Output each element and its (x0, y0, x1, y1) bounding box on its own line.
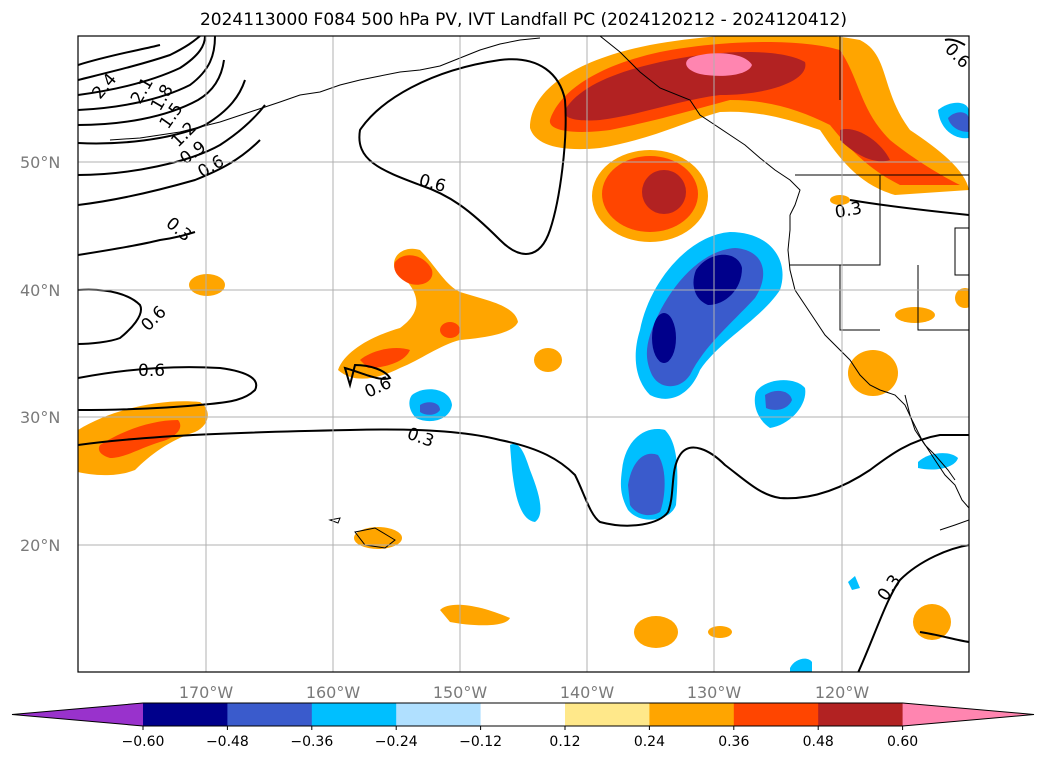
colorbar-segment (311, 703, 397, 726)
shade-neg-c-core (765, 390, 792, 410)
lon-label-130w: 130°W (687, 683, 742, 702)
shade-neg-b-core (420, 402, 440, 415)
shade-neg-sw (918, 453, 958, 470)
shade-pos-h (895, 307, 935, 323)
colorbar-segment (565, 703, 650, 726)
colorbar-segment (733, 703, 819, 726)
shade-north-peak (686, 53, 752, 76)
shade-pos-tail-mid2 (360, 348, 410, 368)
shade-neg-south-core (628, 453, 665, 516)
shade-pos-i (913, 604, 951, 640)
pv-contours (78, 36, 969, 672)
colorbar-tick-label: 0.60 (887, 734, 918, 750)
border-states-2 (839, 265, 880, 331)
colorbar-tick-label: 0.24 (634, 734, 665, 750)
contour-nw-2 (78, 36, 201, 81)
lon-label-140w: 140°W (560, 683, 615, 702)
contour-03-ne (849, 199, 969, 216)
contour-nw-7 (78, 104, 266, 176)
shade-pos-j (955, 288, 969, 308)
contour-label: 0.3 (833, 199, 863, 223)
colorbar: −0.60 −0.48 −0.36 −0.24 −0.12 0.12 0.24 0.36 0.4… (11, 702, 1035, 750)
colorbar-tick-label: −0.60 (122, 734, 165, 750)
coast-hawaii-2 (328, 517, 341, 524)
shade-pos-f (708, 626, 732, 638)
colorbar-segment (649, 703, 735, 726)
shade-pos-tail (338, 248, 518, 379)
map-area: 2.4 2.1 1.8 1.5 1.2 0.9 0.6 0.6 0.3 0.6 … (78, 36, 969, 672)
shade-pos-e (634, 616, 678, 648)
shade-blob-48n-core (642, 170, 686, 214)
shade-neg-small (848, 576, 860, 590)
colorbar-segment (480, 703, 566, 726)
contour-nw-1 (78, 44, 161, 66)
contour-nw-6 (78, 79, 246, 145)
colorbar-segment (818, 703, 904, 726)
colorbar-tick-label: −0.12 (459, 734, 502, 750)
lat-label-20n: 20°N (20, 536, 60, 555)
shade-ne-core (840, 129, 890, 162)
contour-nw-8 (78, 139, 261, 206)
map-frame (77, 35, 970, 673)
coast-mexico (939, 519, 969, 531)
coast-west-us (787, 215, 969, 509)
coastlines (109, 36, 969, 549)
shade-neg-ne-core (948, 112, 969, 132)
border-states-3 (917, 265, 969, 331)
contour-06-c (343, 363, 392, 389)
lat-label-40n: 40°N (20, 281, 60, 300)
shade-pos-g (848, 350, 898, 396)
shade-pos-k (830, 195, 850, 205)
shade-pos-d (440, 604, 510, 626)
contour-nw-4 (78, 36, 216, 111)
coast-bc (599, 36, 801, 216)
lon-axis: 170°W 160°W 150°W 140°W 130°W 120°W (179, 683, 870, 702)
contour-nw-5 (78, 59, 225, 126)
contour-03-a (78, 231, 196, 256)
colorbar-segment (396, 703, 482, 726)
map-title: 2024113000 F084 500 hPa PV, IVT Landfall… (199, 10, 847, 30)
shade-neg-a (510, 444, 541, 522)
shade-neg-lobe-core2 (652, 313, 676, 363)
colorbar-tick-label: 0.12 (549, 734, 580, 750)
colorbar-extend-high (902, 703, 1034, 726)
contour-06-big (358, 58, 567, 255)
lat-label-50n: 50°N (20, 153, 60, 172)
contour-03-main (78, 428, 969, 527)
coast-baja (904, 394, 956, 481)
contour-03-se (857, 544, 969, 672)
colorbar-tick-label: −0.48 (206, 734, 249, 750)
lat-label-30n: 30°N (20, 408, 60, 427)
lat-axis: 50°N 40°N 30°N 20°N (20, 153, 60, 555)
colorbar-tick-label: −0.36 (290, 734, 333, 750)
colorbar-tick-label: 0.36 (718, 734, 749, 750)
contour-label: 0.6 (138, 361, 165, 381)
shade-neg-bottom (790, 658, 812, 672)
shade-pos-a (189, 274, 225, 296)
contour-se-bottom (919, 631, 969, 643)
graticule (78, 36, 969, 672)
ivt-shading (78, 36, 969, 672)
shade-pos-b (534, 348, 562, 372)
colorbar-segment (143, 703, 228, 726)
lon-label-120w: 120°W (815, 683, 870, 702)
shade-pos-tail-mid3 (440, 322, 460, 338)
border-states-4 (954, 227, 969, 276)
shade-neg-lobe-core (693, 254, 742, 305)
contour-06-b (78, 366, 258, 411)
coast-alaska (109, 37, 541, 141)
colorbar-segment (227, 703, 313, 726)
colorbar-tick-label: 0.48 (803, 734, 834, 750)
contour-nw-3 (78, 36, 206, 96)
colorbar-tick-label: −0.24 (375, 734, 418, 750)
shade-pos-tail-mid (394, 255, 433, 285)
lon-label-160w: 160°W (306, 683, 361, 702)
lon-label-150w: 150°W (433, 683, 488, 702)
contour-ne-corner (944, 38, 966, 46)
contour-06-a (78, 288, 142, 345)
coast-hawaii-1 (354, 527, 396, 549)
colorbar-extend-low (12, 703, 143, 726)
lon-label-170w: 170°W (179, 683, 234, 702)
